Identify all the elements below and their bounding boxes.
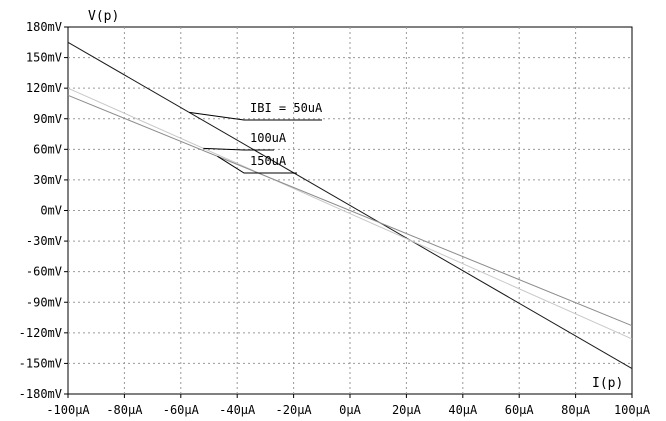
series-lines xyxy=(67,41,633,369)
x-tick-label: 80µA xyxy=(561,403,591,417)
y-tick-label: 180mV xyxy=(26,20,62,34)
y-tick-label: 0mV xyxy=(40,204,62,218)
grid xyxy=(68,27,632,394)
y-tick-label: -60mV xyxy=(26,265,62,279)
x-tick-label: -60µA xyxy=(163,403,200,417)
x-tick-label: -40µA xyxy=(219,403,256,417)
y-ticks: 180mV 150mV 120mV 90mV 60mV 30mV 0mV -30mV -60mV… xyxy=(19,20,68,401)
y-tick-label: 90mV xyxy=(33,112,62,126)
annotation-label-1: IBI = 50uA xyxy=(250,101,323,115)
y-tick-label: -90mV xyxy=(26,295,62,309)
x-tick-label: 20µA xyxy=(392,403,422,417)
annotation-label-2: 100uA xyxy=(250,131,287,145)
x-tick-label: -20µA xyxy=(276,403,313,417)
x-tick-label: 100µA xyxy=(614,403,651,417)
x-tick-label: 40µA xyxy=(448,403,478,417)
y-tick-label: 60mV xyxy=(33,142,62,156)
series-line-3 xyxy=(67,94,633,327)
x-tick-label: 0µA xyxy=(339,403,361,417)
y-tick-label: -180mV xyxy=(19,387,62,401)
y-tick-label: 150mV xyxy=(26,51,62,65)
x-tick-label: -100µA xyxy=(46,403,90,417)
annotations: IBI = 50uA 100uA 150uA xyxy=(189,101,323,174)
x-tick-label: 60µA xyxy=(505,403,535,417)
x-ticks: -100µA -80µA -60µA -40µA -20µA 0µA 20µA 40µA 60µ… xyxy=(46,394,651,417)
series-line-2 xyxy=(67,87,633,340)
y-tick-label: -150mV xyxy=(19,356,62,370)
annotation-leader-1 xyxy=(189,111,322,121)
annotation-leader-3 xyxy=(217,155,297,174)
series-line-1 xyxy=(67,41,633,369)
y-tick-label: -30mV xyxy=(26,234,62,248)
annotation-label-3: 150uA xyxy=(250,154,287,168)
x-tick-label: -80µA xyxy=(106,403,143,417)
y-tick-label: 30mV xyxy=(33,173,62,187)
y-tick-label: 120mV xyxy=(26,81,62,95)
y-axis-label: V(p) xyxy=(88,9,119,24)
x-axis-label: I(p) xyxy=(592,376,623,391)
y-tick-label: -120mV xyxy=(19,326,62,340)
annotation-leader-2 xyxy=(203,147,274,151)
